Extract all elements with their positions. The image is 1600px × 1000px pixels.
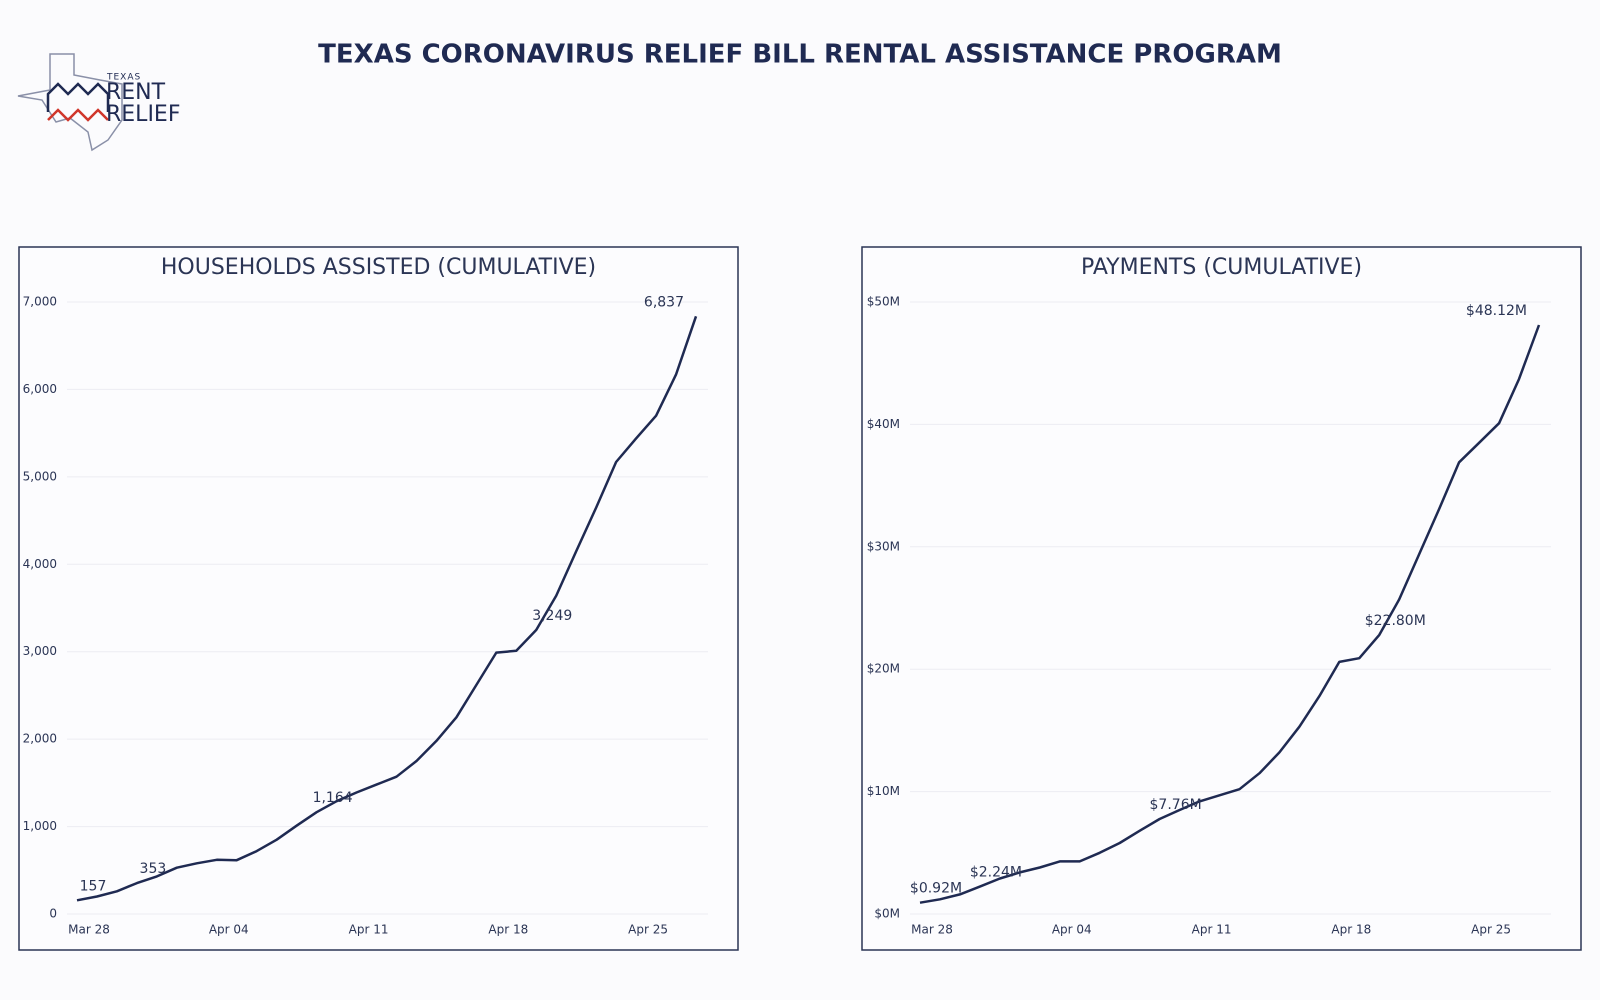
panel-title: PAYMENTS (CUMULATIVE) (1081, 255, 1362, 280)
x-tick-label: Mar 28 (68, 923, 110, 937)
value-label: 6,837 (644, 294, 684, 310)
logo: TEXAS RENT RELIEF (17, 53, 181, 152)
data-line (919, 324, 1541, 904)
logo-houses (46, 82, 110, 112)
value-label: 1,164 (313, 790, 353, 806)
texas-outline (17, 53, 123, 152)
y-tick-label: 5,000 (23, 469, 57, 483)
x-tick-label: Apr 11 (349, 923, 389, 937)
value-label: 157 (80, 878, 107, 894)
x-tick-label: Apr 25 (1471, 923, 1511, 937)
x-tick-label: Apr 04 (1052, 923, 1092, 937)
logo-top: TEXAS (106, 73, 141, 83)
panel (861, 246, 1582, 951)
y-tick-label: 3,000 (23, 644, 57, 658)
y-tick-label: $30M (867, 539, 900, 553)
x-tick-label: Apr 18 (1331, 923, 1371, 937)
y-tick-label: 4,000 (23, 557, 57, 571)
x-tick-label: Apr 18 (488, 923, 528, 937)
value-label: $22.80M (1365, 613, 1426, 629)
x-tick-label: Apr 11 (1192, 923, 1232, 937)
y-tick-label: $0M (874, 907, 900, 921)
logo-line2: RELIEF (106, 102, 181, 127)
y-tick-label: $10M (867, 784, 900, 798)
value-label: 3,249 (532, 608, 572, 624)
x-tick-label: Mar 28 (911, 923, 953, 937)
value-label: $48.12M (1466, 303, 1527, 319)
y-tick-label: 2,000 (23, 732, 57, 746)
value-label: $2.24M (970, 865, 1022, 881)
y-tick-label: 7,000 (23, 295, 57, 309)
y-tick-label: $20M (867, 662, 900, 676)
y-tick-label: $50M (867, 295, 900, 309)
data-line (76, 315, 698, 902)
page-title: TEXAS CORONAVIRUS RELIEF BILL RENTAL ASS… (318, 40, 1282, 70)
y-tick-label: 6,000 (23, 382, 57, 396)
panel (18, 246, 739, 951)
panel-title: HOUSEHOLDS ASSISTED (CUMULATIVE) (161, 255, 596, 280)
x-tick-label: Apr 04 (209, 923, 249, 937)
y-tick-label: $40M (867, 417, 900, 431)
logo-wave (47, 108, 109, 122)
value-label: $0.92M (910, 881, 962, 897)
value-label: $7.76M (1150, 797, 1202, 813)
value-label: 353 (140, 861, 167, 877)
y-tick-label: 1,000 (23, 819, 57, 833)
x-tick-label: Apr 25 (628, 923, 668, 937)
y-tick-label: 0 (49, 907, 57, 921)
logo-line1: RENT (106, 80, 166, 105)
